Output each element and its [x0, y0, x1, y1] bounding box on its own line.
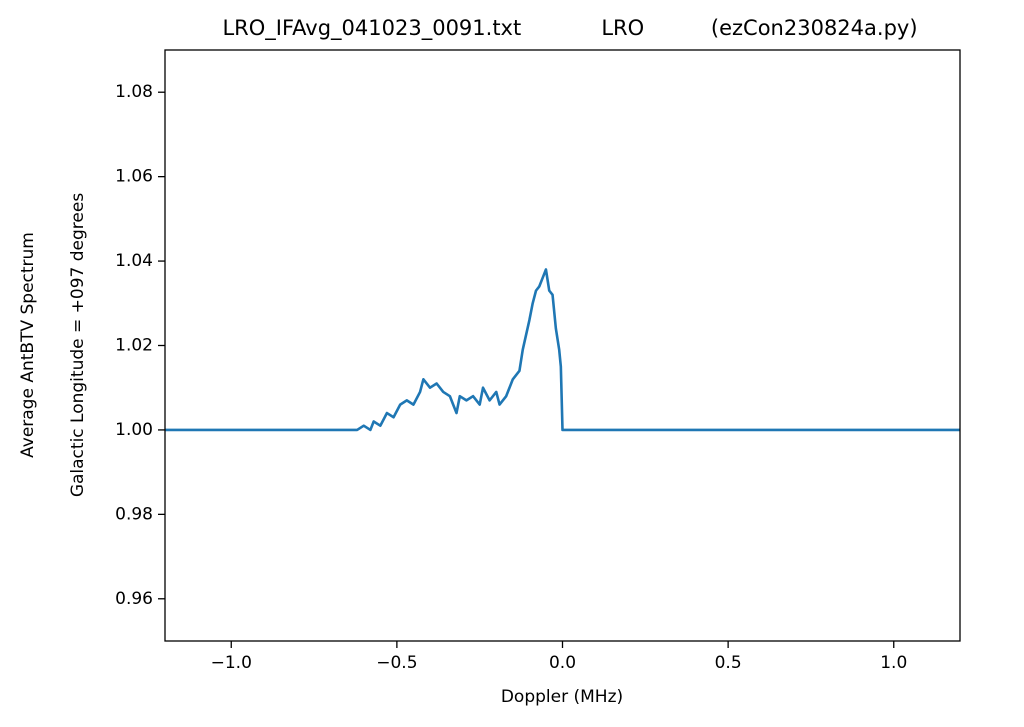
y-tick-label: 1.04 [115, 251, 153, 271]
y-tick-label: 1.06 [115, 167, 153, 187]
x-axis-label: Doppler (MHz) [501, 687, 623, 707]
x-tick-label: −0.5 [376, 653, 417, 673]
x-tick-label: −1.0 [211, 653, 252, 673]
y-tick-label: 1.08 [115, 82, 153, 102]
y-axis-label: Galactic Longitude = +097 degrees [68, 193, 88, 497]
y-axis-label: Average AntBTV Spectrum [18, 232, 38, 458]
plot-frame [164, 49, 961, 642]
data-line [165, 268, 960, 432]
y-tick-label: 1.00 [115, 420, 153, 440]
x-tick-label: 0.0 [549, 653, 576, 673]
y-tick-label: 0.98 [115, 504, 153, 524]
y-tick-label: 0.96 [115, 589, 153, 609]
y-tick-label: 1.02 [115, 336, 153, 356]
chart-title: LRO_IFAvg_041023_0091.txt LRO (ezCon2308… [222, 16, 917, 41]
x-tick-label: 1.0 [880, 653, 907, 673]
x-tick-label: 0.5 [715, 653, 742, 673]
